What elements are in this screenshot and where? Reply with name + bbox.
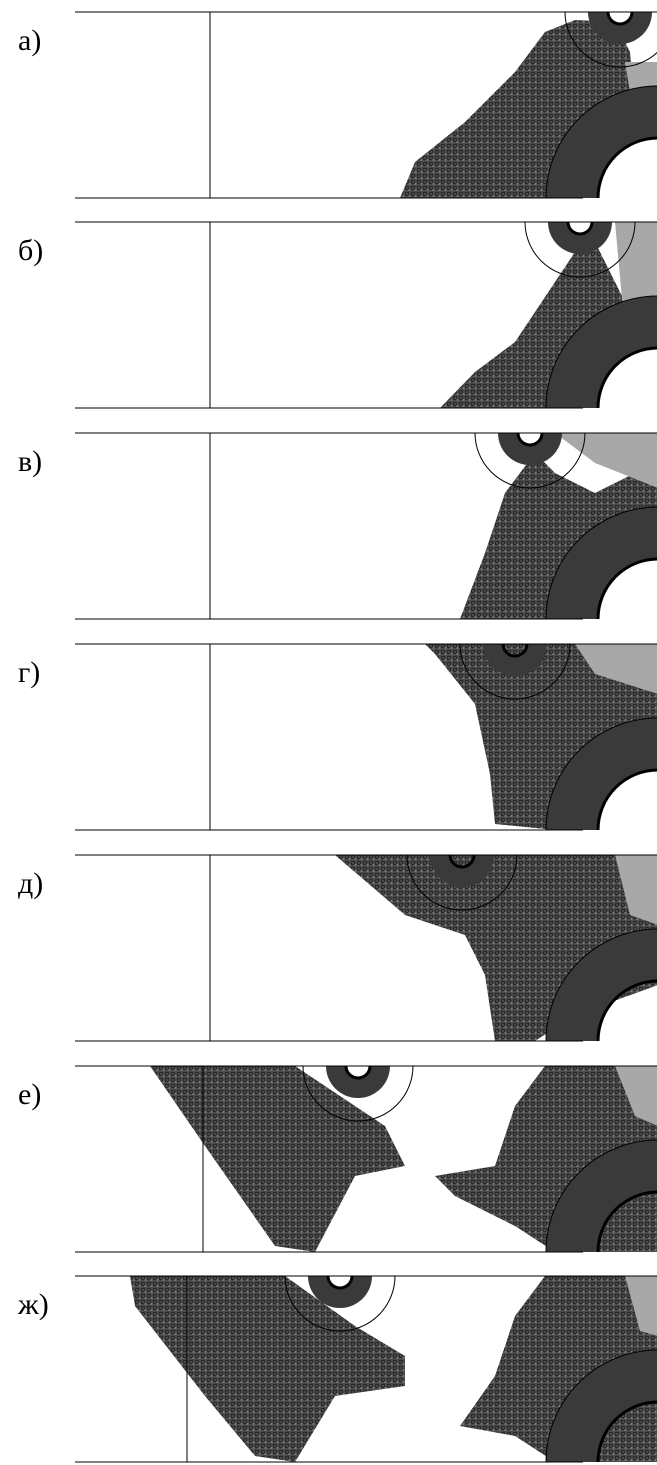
panel — [75, 433, 657, 619]
panel — [75, 855, 657, 1041]
panel — [75, 1066, 657, 1252]
panel-label: а) — [18, 24, 41, 57]
small-arc-inner — [346, 1066, 370, 1078]
particle-cloud — [130, 1276, 405, 1462]
small-arc-inner — [328, 1276, 352, 1288]
panel — [75, 12, 657, 198]
panel-label: б) — [18, 234, 43, 267]
figure: а) б) в) г) д) е) ж) — [0, 0, 657, 1465]
small-arc-inner — [608, 12, 632, 24]
panel-label: г) — [18, 656, 40, 689]
panel — [75, 1276, 657, 1462]
panel-label: е) — [18, 1078, 41, 1111]
small-ring — [548, 222, 612, 254]
panel-label: д) — [18, 867, 43, 900]
panel-label: ж) — [17, 1288, 49, 1321]
small-arc-inner — [568, 222, 592, 234]
small-arc-inner — [518, 433, 542, 445]
panel — [75, 222, 657, 408]
small-ring — [498, 433, 562, 465]
panel-label: в) — [18, 445, 42, 478]
panel — [75, 644, 657, 830]
light-region — [555, 433, 657, 488]
